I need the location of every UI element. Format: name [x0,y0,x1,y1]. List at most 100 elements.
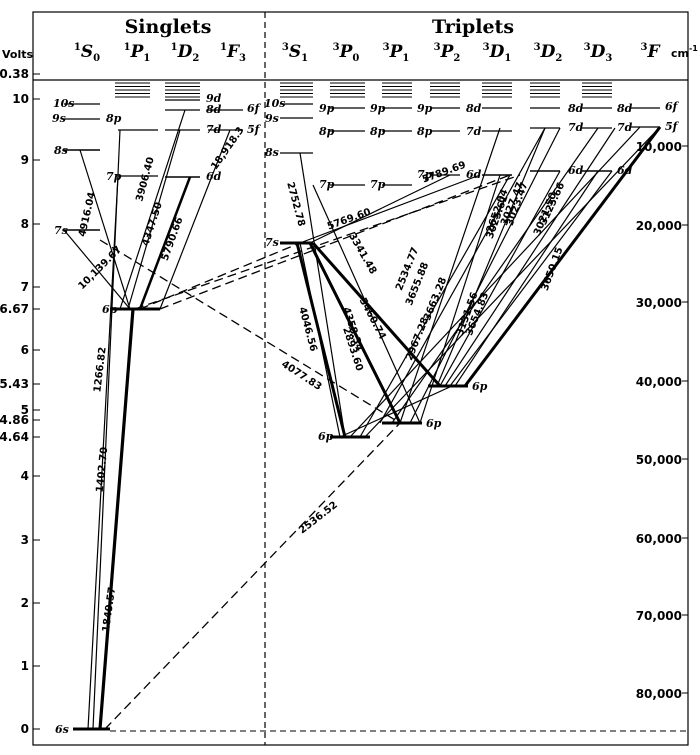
level-label-3P1_8p: 8p [370,125,386,138]
wavelength-label: 1849.57 [101,586,118,633]
volt-tick: 10 [12,92,40,106]
wavenumber-tick: 50,000 [636,453,688,467]
level-label-3D3_7d: 7d [617,121,633,134]
level-label-1P_8p: 8p [106,112,122,125]
singlets-header: Singlets [125,16,212,38]
transition-line [449,170,613,387]
transition-line [454,170,599,387]
wavenumber-tick: 80,000 [636,687,688,701]
level-label-3S_9s: 9s [265,112,279,125]
transition-line [138,176,192,310]
transition-line [399,127,501,424]
svg-text:3: 3 [21,533,29,547]
wavenumber-tick: 40,000 [636,375,688,389]
transition-line [299,174,481,244]
transition-line [63,229,131,310]
transition-line [364,126,661,438]
wavelength-label: 3906.40 [134,156,156,203]
level-label-3D3_6d: 6d [617,164,633,177]
transition-line [439,170,561,387]
energy-levels [64,82,660,731]
wavelength-label: 5790.66 [160,216,186,263]
triplets-header: Triplets [432,16,514,38]
transition-lines [63,109,662,730]
svg-text:6: 6 [21,343,29,357]
term-header-3D1: 3D1 [483,42,512,64]
wavenumber-axis-ticks: 10,00020,00030,00040,00050,00060,00070,0… [636,140,688,701]
volt-tick: 4.86 [0,413,40,427]
wavelength-label: 5460.74 [357,296,388,341]
svg-text:10: 10 [12,92,29,106]
level-label-3P1_6p: 6p [426,417,442,430]
volt-tick: 6 [21,343,40,357]
volt-tick: 0 [21,722,40,736]
transition-line [349,126,641,438]
transition-line [87,175,119,730]
transition-line [299,152,346,438]
transition-line [159,174,511,310]
level-label-1P_7p: 7p [106,170,122,183]
volt-tick: 7 [21,280,40,294]
transition-line [159,129,231,310]
term-header-3D2: 3D2 [534,42,563,64]
term-header-1F3: 1F3 [220,42,246,64]
level-label-3D_6d: 6d [466,168,482,181]
transition-line [409,127,561,424]
transition-line [295,242,347,438]
transition-line [104,422,401,730]
level-label-3D2_7d: 7d [568,121,584,134]
wavelength-label: 4077.83 [279,359,323,393]
term-header-1P1: 1P1 [124,42,151,64]
level-label-3P1_9p: 9p [370,102,386,115]
wavenumber-tick: 20,000 [636,219,688,233]
wavelength-labels: 1849.571402.701266.824916.0410,139.67390… [76,125,567,633]
level-label-3D_7d: 7d [466,125,482,138]
wavenumber-unit-label: cm-1 [671,44,698,60]
term-header-1S0: 1S0 [74,42,100,64]
transition-line [119,109,186,310]
svg-text:4.64: 4.64 [0,430,29,444]
volt-tick: 1 [21,659,40,673]
volt-tick: 10.38 [0,67,40,81]
volt-tick: 4 [21,469,40,483]
volt-tick: 3 [21,533,40,547]
transition-line [359,174,511,438]
level-label-9s: 9s [52,112,66,125]
svg-text:20,000: 20,000 [636,219,682,233]
transition-line [463,126,662,387]
diagram-frame [32,11,689,746]
level-label-3P0_8p: 8p [319,125,335,138]
wavelength-label: 1402.70 [95,446,111,492]
svg-text:4.86: 4.86 [0,413,29,427]
svg-text:0: 0 [21,722,29,736]
level-label-1D_8d: 8d [206,103,222,116]
level-label-6s: 6s [55,723,69,736]
transition-line [391,127,599,424]
level-label-1F_6f: 6f [247,102,262,115]
svg-text:4: 4 [21,469,29,483]
level-label-3F_5f: 5f [665,120,680,133]
wavelength-label: 2752.78 [284,181,306,228]
term-headers: 1S0 1P1 1D2 1F3 3S1 3P0 3P1 3P2 3D1 3D2 3D3 3F cm-1 [74,42,698,64]
svg-text:6.67: 6.67 [0,302,29,316]
svg-text:40,000: 40,000 [636,375,682,389]
svg-text:30,000: 30,000 [636,296,682,310]
level-label-7s: 7s [54,224,68,237]
svg-text:70,000: 70,000 [636,609,682,623]
volt-tick: 5 [21,403,40,417]
svg-text:10.38: 10.38 [0,67,29,81]
volt-tick: 5.43 [0,377,40,391]
level-label-1P_6p: 6p [102,303,118,316]
wavelength-label: 5789.69 [421,160,468,186]
svg-text:5.43: 5.43 [0,377,29,391]
volt-tick: 8 [21,217,40,231]
transition-line [444,127,616,387]
term-header-3F: 3F [640,42,661,62]
transition-line [127,129,181,310]
term-header-3P0: 3P0 [333,42,360,64]
wavenumber-tick: 60,000 [636,532,688,546]
level-label-10s: 10s [53,97,75,110]
volt-tick: 2 [21,596,40,610]
transition-line [98,308,135,730]
